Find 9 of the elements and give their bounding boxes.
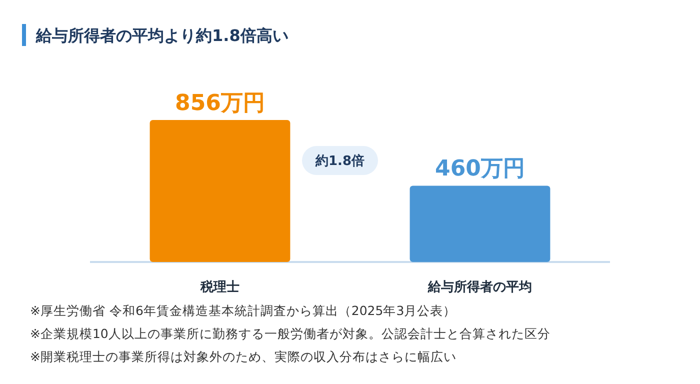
text: ※厚生労働省 令和6年賃金構造基本統計調査から算出（2025年3月公表） bbox=[30, 303, 456, 318]
text: ※企業規模10人以上の事業所に勤務する一般労働者が対象。公認会計士と合算された区分 bbox=[30, 326, 550, 341]
chart-title: 給与所得者の平均より約1.8倍高い bbox=[35, 26, 288, 45]
annotation: 約1.8倍 bbox=[314, 153, 365, 169]
x-tick-label: 税理士 bbox=[200, 279, 240, 295]
data-label: 460万円 bbox=[435, 156, 525, 182]
data-label: 856万円 bbox=[175, 91, 265, 116]
x-tick-label: 給与所得者の平均 bbox=[427, 279, 532, 295]
text: ※開業税理士の事業所得は対象外のため、実際の収入分布はさらに幅広い bbox=[30, 349, 456, 364]
